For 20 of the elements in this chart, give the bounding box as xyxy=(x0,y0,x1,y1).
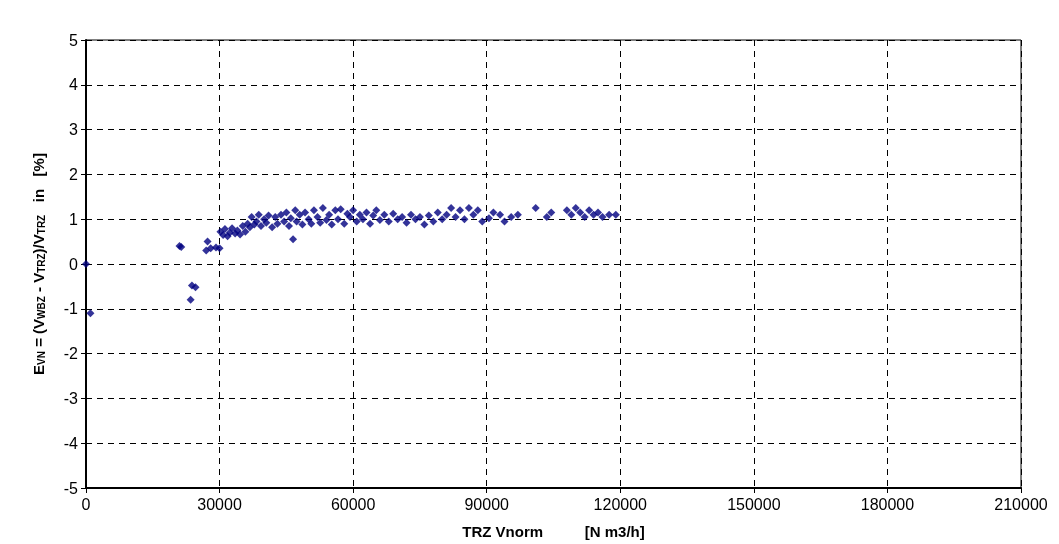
y-tick-label: -2 xyxy=(63,345,79,363)
y-tick-label: 2 xyxy=(69,165,79,183)
x-tick-label: 30000 xyxy=(197,495,242,513)
y-tick-label: 4 xyxy=(69,76,79,94)
y-tick-label: -1 xyxy=(63,300,79,318)
x-tick-label: 60000 xyxy=(330,495,376,513)
y-tick-label: 3 xyxy=(69,121,79,139)
y-tick-label: 5 xyxy=(69,31,79,49)
y-tick-label: -5 xyxy=(63,479,79,497)
y-tick-label: -3 xyxy=(63,389,79,407)
x-tick-label: 180000 xyxy=(860,495,915,513)
x-tick-label: 150000 xyxy=(727,495,781,513)
y-tick-label: 1 xyxy=(69,210,79,228)
y-tick-label: 0 xyxy=(69,255,79,273)
x-axis-title: TRZ Vnorm [N m3/h] xyxy=(462,523,645,540)
x-tick-label: 120000 xyxy=(593,495,648,513)
y-tick-label: -4 xyxy=(63,434,79,452)
x-tick-label: 210000 xyxy=(994,495,1048,513)
x-tick-label: 90000 xyxy=(464,495,510,513)
x-tick-label: 0 xyxy=(81,495,91,513)
